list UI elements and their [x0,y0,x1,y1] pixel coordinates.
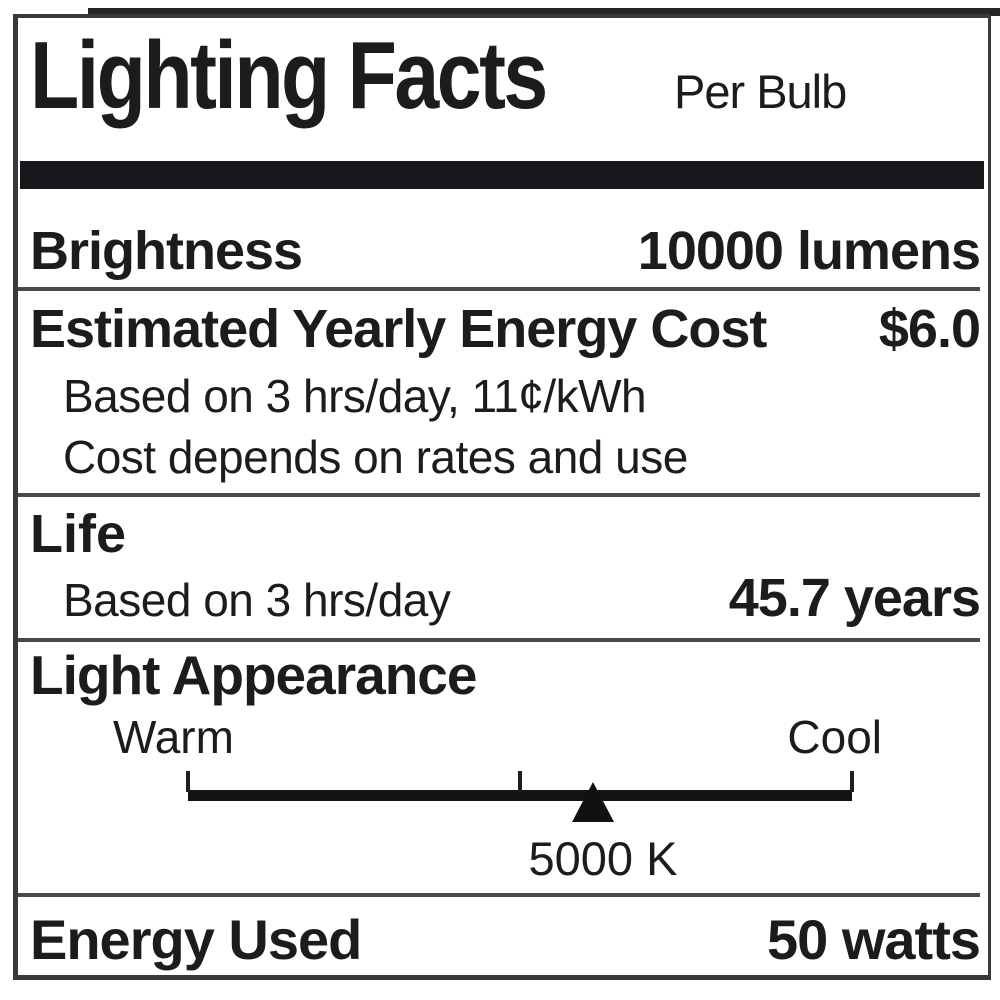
color-temp-marker-triangle-icon [572,781,615,822]
energy-cost-note: Based on 3 hrs/day, 11¢/kWh [63,369,647,422]
brightness-row: Brightness 10000 lumens [18,189,988,287]
top-edge-line [88,8,1000,16]
section-divider [18,638,980,643]
scale-tick-left [186,770,190,792]
life-note: Based on 3 hrs/day [63,574,451,627]
scale-bar [188,789,852,801]
energy-used-value: 50 watts [767,907,981,971]
brightness-label: Brightness [30,221,303,281]
energy-cost-note: Cost depends on rates and use [63,431,688,484]
scale-tick-right [850,770,854,792]
color-temp-value: 5000 K [528,831,678,885]
energy-used-label: Energy Used [30,907,362,971]
section-divider [18,492,980,497]
cool-label: Cool [787,710,882,763]
energy-cost-section: Estimated Yearly Energy Cost $6.0 Based … [18,291,988,493]
life-section: Life Based on 3 hrs/day 45.7 years [18,497,988,638]
energy-cost-heading-row: Estimated Yearly Energy Cost $6.0 [30,299,981,360]
light-appearance-label: Light Appearance [30,644,477,707]
per-bulb-text: Per Bulb [674,65,847,118]
life-label: Life [30,503,127,564]
color-temperature-scale: 5000 K [186,770,854,885]
warm-label: Warm [113,710,234,763]
light-appearance-section: Light Appearance Warm Cool 5000 K [18,642,988,893]
label-header: Lighting Facts Per Bulb [18,18,988,142]
energy-used-row: Energy Used 50 watts [18,897,988,981]
brightness-value: 10000 lumens [637,221,981,281]
title-separator-bar [20,161,984,189]
lighting-facts-label: Lighting Facts Per Bulb Brightness 10000… [13,14,991,980]
section-divider [18,892,980,897]
energy-cost-label: Estimated Yearly Energy Cost [30,299,767,360]
label-title: Lighting Facts [30,22,548,129]
energy-cost-value: $6.0 [878,299,981,360]
warm-cool-row: Warm Cool [30,710,980,765]
section-divider [18,287,980,292]
life-value: 45.7 years [728,568,981,629]
scale-tick-middle [518,770,522,792]
life-row: Based on 3 hrs/day 45.7 years [30,567,981,631]
